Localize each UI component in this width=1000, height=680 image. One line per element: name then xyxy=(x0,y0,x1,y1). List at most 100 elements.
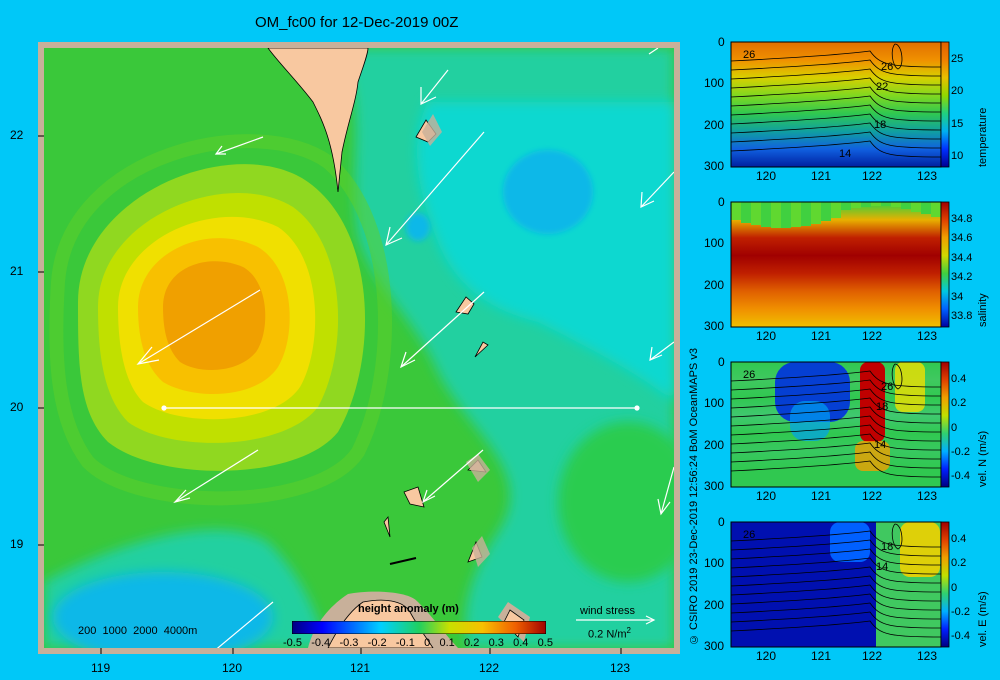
panel-ytick: 0 xyxy=(718,195,725,209)
wind-legend-arrow xyxy=(576,615,656,625)
depth-4000: 4000m xyxy=(163,625,198,637)
cb-tick: 0.2 xyxy=(464,637,480,649)
panel-cb-tick: 20 xyxy=(951,85,964,98)
cb-tick: -0.5 xyxy=(283,637,302,649)
panel-xtick: 120 xyxy=(756,169,777,183)
depth-200: 200 xyxy=(78,625,97,637)
transect-line xyxy=(161,405,640,411)
wind-arrows xyxy=(136,48,674,648)
depth-1000: 1000 xyxy=(102,625,127,637)
island-8 xyxy=(389,557,417,565)
credit-text: © CSIRO 2019 23-Dec-2019 12:56:24 BoM Oc… xyxy=(688,348,700,645)
panel-cb-tick: 34 xyxy=(951,290,964,303)
colorbar-label: height anomaly (m) xyxy=(358,603,459,615)
depth-legend: 200 1000 2000 4000m xyxy=(78,625,197,637)
panel-xtick: 121 xyxy=(811,329,832,343)
panel-ytick: 200 xyxy=(704,118,725,132)
panel-xtick: 123 xyxy=(917,169,938,183)
section-panel-salinity xyxy=(730,201,950,328)
island-2 xyxy=(455,296,475,315)
panel-xtick: 123 xyxy=(917,649,938,663)
panel-xtick: 123 xyxy=(917,329,938,343)
map-xtick: 122 xyxy=(479,661,500,675)
cb-tick: -0.3 xyxy=(339,637,359,649)
isotherm-contours xyxy=(730,43,942,158)
panel-ytick: 100 xyxy=(704,236,725,250)
island-5 xyxy=(403,486,425,508)
panel-xtick: 120 xyxy=(756,649,777,663)
panel-cb-tick: 34.2 xyxy=(951,271,973,284)
panel-cb-tick: 10 xyxy=(951,150,964,162)
contour-label: 14 xyxy=(839,148,852,160)
map-xtick: 121 xyxy=(350,661,371,675)
panel-cb-tick: 34.8 xyxy=(951,213,973,225)
cb-tick: -0.1 xyxy=(395,637,415,649)
panel-cb-tick: 34.6 xyxy=(951,232,973,245)
section-panel-temperature xyxy=(730,41,950,168)
panel-cb-tick: -0.2 xyxy=(951,445,970,458)
panel-xtick: 122 xyxy=(862,329,883,343)
cb-tick: 0.5 xyxy=(537,637,553,649)
panel-colorbar xyxy=(940,521,950,648)
cb-tick: 0.1 xyxy=(439,637,455,649)
map-ytick: 22 xyxy=(10,128,24,142)
panel-ytick: 0 xyxy=(718,515,725,529)
contour-label: 26 xyxy=(743,369,756,381)
panel-cb-tick: 0 xyxy=(951,581,958,594)
cb-tick: 0.3 xyxy=(488,637,504,649)
panel-colorbar xyxy=(940,41,950,168)
contour-label: 18 xyxy=(874,119,887,131)
panel-label: salinity xyxy=(977,293,989,327)
panel-xtick: 120 xyxy=(756,489,777,503)
panel-cb-tick: -0.4 xyxy=(951,470,970,482)
panel-cb-tick: 0.4 xyxy=(951,533,967,545)
panel-cb-tick: 0.2 xyxy=(951,397,967,410)
map-ytick: 19 xyxy=(10,537,24,551)
depth-2000: 2000 xyxy=(133,625,158,637)
panel-ytick: 0 xyxy=(718,35,725,49)
section-panel-veln xyxy=(730,361,950,488)
panel-ytick: 300 xyxy=(704,479,725,493)
panel-ytick: 300 xyxy=(704,159,725,173)
map-xtick: 119 xyxy=(91,661,111,675)
contour-label: 14 xyxy=(876,561,889,573)
panel-ytick: 300 xyxy=(704,319,725,333)
cb-tick: -0.2 xyxy=(367,637,387,649)
panel-cb-tick: 34.4 xyxy=(951,251,973,264)
panel-label: temperature xyxy=(977,107,989,167)
panel-ytick: 200 xyxy=(704,598,725,612)
panel-ytick: 300 xyxy=(704,639,725,653)
land-taiwan xyxy=(267,48,369,193)
panel-cb-tick: 25 xyxy=(951,53,964,65)
panel-xtick: 123 xyxy=(917,489,938,503)
cb-tick: 0 xyxy=(424,637,431,649)
colorbar-ticks: -0.5 -0.4 -0.3 -0.2 -0.1 0 0.1 0.2 0.3 0… xyxy=(283,637,553,649)
island-3 xyxy=(474,341,489,358)
panel-xtick: 121 xyxy=(811,169,832,183)
map-xtick: 123 xyxy=(610,661,631,675)
panel-cb-tick: 33.8 xyxy=(951,310,973,322)
panel-label: vel. N (m/s) xyxy=(977,430,989,487)
wind-scale-text: 0.2 N/m xyxy=(588,628,627,641)
panel-colorbar xyxy=(940,201,950,328)
wind-legend-label: wind stress xyxy=(580,605,636,617)
panel-ytick: 0 xyxy=(718,355,725,369)
contour-label: 26 xyxy=(743,529,756,541)
cb-tick: 0.4 xyxy=(513,637,529,649)
wind-legend-scale: 0.2 N/m2 xyxy=(588,626,631,641)
eddy-core xyxy=(163,261,266,371)
wind-scale-exp: 2 xyxy=(626,626,631,635)
panel-cb-tick: 0 xyxy=(951,421,958,434)
panel-ytick: 100 xyxy=(704,76,725,90)
map-xtick: 120 xyxy=(222,661,243,675)
contour-label: 26 xyxy=(743,49,756,61)
panel-xtick: 121 xyxy=(811,489,832,503)
panel-ytick: 200 xyxy=(704,278,725,292)
contour-label: 18 xyxy=(876,401,889,413)
jet-north xyxy=(860,362,885,442)
height-colorbar xyxy=(292,621,546,634)
panel-cb-tick: -0.4 xyxy=(951,630,970,642)
region-blue-sw xyxy=(53,572,273,648)
panel-xtick: 121 xyxy=(811,649,832,663)
map-ytick: 20 xyxy=(10,400,24,414)
